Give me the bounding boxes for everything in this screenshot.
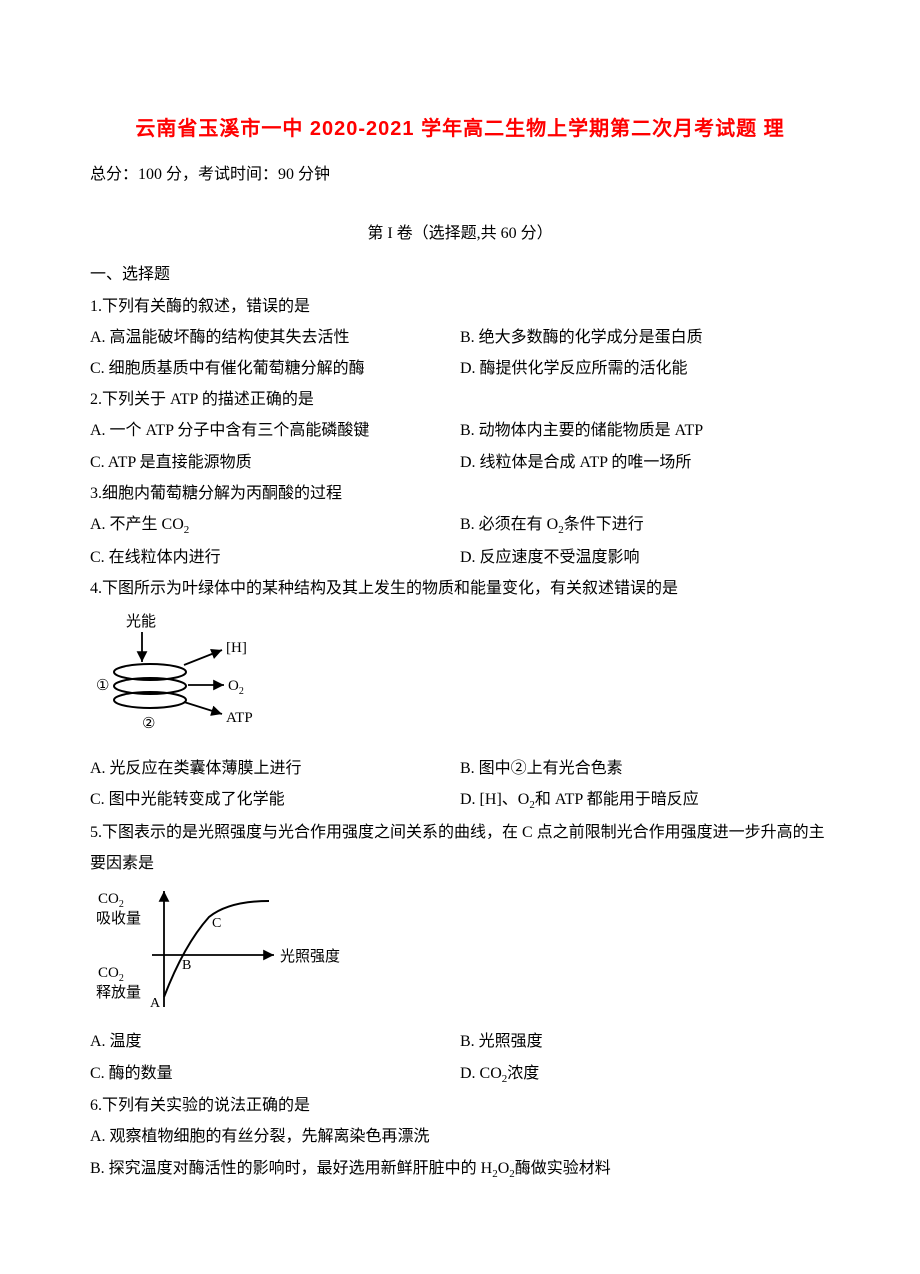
- q1-stem: 1.下列有关酶的叙述，错误的是: [90, 291, 830, 322]
- q3-stem: 3.细胞内葡萄糖分解为丙酮酸的过程: [90, 478, 830, 509]
- chloroplast-diagram: 光能 ① ② [H] O2 ATP: [94, 610, 830, 751]
- q5-opt-d: D. CO2浓度: [460, 1058, 830, 1091]
- q4-stem: 4.下图所示为叶绿体中的某种结构及其上发生的物质和能量变化，有关叙述错误的是: [90, 573, 830, 604]
- q6-opt-a: A. 观察植物细胞的有丝分裂，先解离染色再漂洗: [90, 1121, 830, 1152]
- q2-opt-a: A. 一个 ATP 分子中含有三个高能磷酸键: [90, 415, 460, 446]
- q4-opt-a: A. 光反应在类囊体薄膜上进行: [90, 753, 460, 784]
- d1-circ1: ①: [96, 678, 109, 694]
- d2-ylabel-bot: CO2: [98, 965, 124, 984]
- q3-opt-d: D. 反应速度不受温度影响: [460, 542, 830, 573]
- q4-opt-c: C. 图中光能转变成了化学能: [90, 784, 460, 817]
- q4-opt-d: D. [H]、O2和 ATP 都能用于暗反应: [460, 784, 830, 817]
- q1-opt-d: D. 酶提供化学反应所需的活化能: [460, 353, 830, 384]
- q6-stem: 6.下列有关实验的说法正确的是: [90, 1090, 830, 1121]
- q1-row2: C. 细胞质基质中有催化葡萄糖分解的酶 D. 酶提供化学反应所需的活化能: [90, 353, 830, 384]
- q5-opt-b: B. 光照强度: [460, 1026, 830, 1057]
- d2-pA: A: [150, 996, 161, 1011]
- q5-opt-c: C. 酶的数量: [90, 1058, 460, 1091]
- q2-opt-c: C. ATP 是直接能源物质: [90, 447, 460, 478]
- d1-circ2: ②: [142, 716, 155, 732]
- q3-opt-b: B. 必须在有 O2条件下进行: [460, 509, 830, 542]
- q3-row2: C. 在线粒体内进行 D. 反应速度不受温度影响: [90, 542, 830, 573]
- q4-row2: C. 图中光能转变成了化学能 D. [H]、O2和 ATP 都能用于暗反应: [90, 784, 830, 817]
- q2-stem: 2.下列关于 ATP 的描述正确的是: [90, 384, 830, 415]
- q4-row1: A. 光反应在类囊体薄膜上进行 B. 图中②上有光合色素: [90, 753, 830, 784]
- d1-o2: O2: [228, 678, 244, 697]
- q3-opt-c: C. 在线粒体内进行: [90, 542, 460, 573]
- section-header: 第 I 卷（选择题,共 60 分）: [90, 218, 830, 249]
- d2-ylabel-bot-2: 释放量: [96, 984, 141, 1001]
- q1-row1: A. 高温能破坏酶的结构使其失去活性 B. 绝大多数酶的化学成分是蛋白质: [90, 322, 830, 353]
- q2-row2: C. ATP 是直接能源物质 D. 线粒体是合成 ATP 的唯一场所: [90, 447, 830, 478]
- d1-h: [H]: [226, 640, 247, 656]
- section-label: 一、选择题: [90, 259, 830, 290]
- q5-row1: A. 温度 B. 光照强度: [90, 1026, 830, 1057]
- d2-xlabel: 光照强度: [280, 948, 340, 965]
- exam-title: 云南省玉溪市一中 2020-2021 学年高二生物上学期第二次月考试题 理: [90, 110, 830, 149]
- q3-opt-a: A. 不产生 CO2: [90, 509, 460, 542]
- q1-opt-b: B. 绝大多数酶的化学成分是蛋白质: [460, 322, 830, 353]
- d2-pC: C: [212, 916, 221, 931]
- q1-opt-a: A. 高温能破坏酶的结构使其失去活性: [90, 322, 460, 353]
- q2-opt-d: D. 线粒体是合成 ATP 的唯一场所: [460, 447, 830, 478]
- d1-light: 光能: [126, 613, 156, 630]
- q3-row1: A. 不产生 CO2 B. 必须在有 O2条件下进行: [90, 509, 830, 542]
- exam-meta: 总分：100 分，考试时间：90 分钟: [90, 159, 830, 190]
- q2-opt-b: B. 动物体内主要的储能物质是 ATP: [460, 415, 830, 446]
- q1-opt-c: C. 细胞质基质中有催化葡萄糖分解的酶: [90, 353, 460, 384]
- q5-opt-a: A. 温度: [90, 1026, 460, 1057]
- q5-stem: 5.下图表示的是光照强度与光合作用强度之间关系的曲线，在 C 点之前限制光合作用…: [90, 817, 830, 879]
- d1-atp: ATP: [226, 710, 253, 726]
- q6-opt-b: B. 探究温度对酶活性的影响时，最好选用新鲜肝脏中的 H2O2酶做实验材料: [90, 1153, 830, 1186]
- light-intensity-graph: CO2 吸收量 CO2 释放量 光照强度 A B C: [94, 885, 830, 1024]
- d2-ylabel-top-2: 吸收量: [96, 910, 141, 927]
- q5-row2: C. 酶的数量 D. CO2浓度: [90, 1058, 830, 1091]
- d2-ylabel-top: CO2: [98, 891, 124, 910]
- q2-row1: A. 一个 ATP 分子中含有三个高能磷酸键 B. 动物体内主要的储能物质是 A…: [90, 415, 830, 446]
- q4-opt-b: B. 图中②上有光合色素: [460, 753, 830, 784]
- d2-pB: B: [182, 958, 191, 973]
